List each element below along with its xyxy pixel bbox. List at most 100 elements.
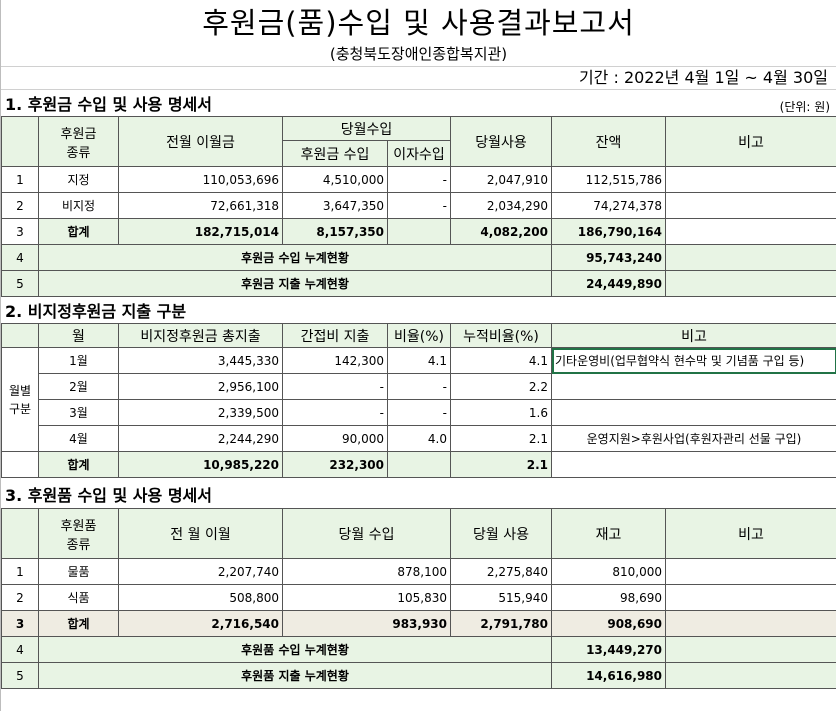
cell-note[interactable] [665,610,836,637]
header-cumulative-ratio[interactable]: 누적비율(%) [450,323,552,348]
cell-usage[interactable]: 2,275,840 [450,558,552,585]
cell-month[interactable]: 2월 [38,373,119,400]
cell-label[interactable]: 후원금 지출 누계현황 [38,270,552,297]
cell-note[interactable] [665,636,836,663]
cell-income[interactable]: 8,157,350 [282,218,388,245]
cell-no[interactable]: 1 [1,558,39,585]
cell-blank[interactable] [1,451,39,478]
header-note[interactable]: 비고 [665,116,836,167]
cell-prev[interactable]: 72,661,318 [118,192,283,219]
cell-cumulative[interactable]: 2.1 [450,451,552,478]
cell-value[interactable]: 13,449,270 [551,636,666,663]
cell-type[interactable]: 식품 [38,584,119,611]
cell-prev[interactable]: 2,716,540 [118,610,283,637]
header-usage[interactable]: 당월 사용 [450,508,552,559]
header-type[interactable]: 후원금 종류 [38,116,119,167]
cell-usage[interactable]: 515,940 [450,584,552,611]
cell-note[interactable] [551,451,836,478]
cell-note[interactable] [665,584,836,611]
cell-interest[interactable] [387,218,451,245]
cell-balance[interactable]: 74,274,378 [551,192,666,219]
cell-interest[interactable]: - [387,192,451,219]
cell-note[interactable] [665,192,836,219]
cell-ratio[interactable]: 4.0 [387,425,451,452]
cell-value[interactable]: 14,616,980 [551,662,666,689]
cell-note[interactable]: 운영지원>후원사업(후원자관리 선물 구입) [551,425,836,452]
cell-indirect[interactable]: - [282,399,388,426]
cell-indirect[interactable]: 90,000 [282,425,388,452]
cell-type[interactable]: 지정 [38,166,119,193]
header-donation-income[interactable]: 후원금 수입 [282,140,388,167]
cell-type[interactable]: 물품 [38,558,119,585]
cell-note[interactable] [665,270,836,297]
cell-income[interactable]: 3,647,350 [282,192,388,219]
cell-usage[interactable]: 2,034,290 [450,192,552,219]
cell-no[interactable]: 2 [1,192,39,219]
corner-cell[interactable] [1,323,39,348]
cell-usage[interactable]: 4,082,200 [450,218,552,245]
cell-total[interactable]: 2,956,100 [118,373,283,400]
cell-income[interactable]: 4,510,000 [282,166,388,193]
cell-indirect[interactable]: 232,300 [282,451,388,478]
cell-prev[interactable]: 2,207,740 [118,558,283,585]
cell-no[interactable]: 4 [1,636,39,663]
cell-total[interactable]: 3,445,330 [118,347,283,374]
cell-prev[interactable]: 508,800 [118,584,283,611]
corner-cell[interactable] [1,116,39,167]
cell-no[interactable]: 5 [1,662,39,689]
cell-note[interactable] [551,399,836,426]
cell-no[interactable]: 3 [1,610,39,637]
cell-note[interactable] [665,558,836,585]
cell-note-selected[interactable]: 기타운영비(업무협약식 현수막 및 기념품 구입 등) [551,347,836,374]
cell-note[interactable] [665,662,836,689]
cell-income[interactable]: 983,930 [282,610,451,637]
header-note[interactable]: 비고 [665,508,836,559]
header-indirect-expense[interactable]: 간접비 지출 [282,323,388,348]
cell-stock[interactable]: 98,690 [551,584,666,611]
cell-type[interactable]: 합계 [38,218,119,245]
cell-total[interactable]: 2,339,500 [118,399,283,426]
cell-value[interactable]: 95,743,240 [551,244,666,271]
header-prev[interactable]: 전월 이월금 [118,116,283,167]
cell-label[interactable]: 후원품 지출 누계현황 [38,662,552,689]
cell-no[interactable]: 1 [1,166,39,193]
cell-note[interactable] [665,166,836,193]
cell-usage[interactable]: 2,791,780 [450,610,552,637]
cell-cumulative[interactable]: 1.6 [450,399,552,426]
cell-indirect[interactable]: 142,300 [282,347,388,374]
cell-total[interactable]: 10,985,220 [118,451,283,478]
header-prev[interactable]: 전 월 이월 [118,508,283,559]
cell-cumulative[interactable]: 2.2 [450,373,552,400]
cell-no[interactable]: 2 [1,584,39,611]
cell-cumulative[interactable]: 4.1 [450,347,552,374]
cell-prev[interactable]: 182,715,014 [118,218,283,245]
cell-total[interactable]: 2,244,290 [118,425,283,452]
header-note[interactable]: 비고 [551,323,836,348]
cell-value[interactable]: 24,449,890 [551,270,666,297]
header-balance[interactable]: 잔액 [551,116,666,167]
cell-no[interactable]: 5 [1,270,39,297]
cell-ratio[interactable]: 4.1 [387,347,451,374]
cell-income[interactable]: 878,100 [282,558,451,585]
cell-income[interactable]: 105,830 [282,584,451,611]
cell-balance[interactable]: 112,515,786 [551,166,666,193]
cell-no[interactable]: 4 [1,244,39,271]
cell-month[interactable]: 3월 [38,399,119,426]
header-interest-income[interactable]: 이자수입 [387,140,451,167]
cell-stock[interactable]: 908,690 [551,610,666,637]
header-ratio[interactable]: 비율(%) [387,323,451,348]
cell-month[interactable]: 4월 [38,425,119,452]
header-month[interactable]: 월 [38,323,119,348]
monthly-side-label[interactable]: 월별 구분 [1,347,39,452]
cell-usage[interactable]: 2,047,910 [450,166,552,193]
cell-month[interactable]: 1월 [38,347,119,374]
cell-ratio[interactable] [387,451,451,478]
header-type[interactable]: 후원품 종류 [38,508,119,559]
header-current-income[interactable]: 당월수입 [282,116,451,141]
header-income[interactable]: 당월 수입 [282,508,451,559]
cell-indirect[interactable]: - [282,373,388,400]
cell-stock[interactable]: 810,000 [551,558,666,585]
cell-month[interactable]: 합계 [38,451,119,478]
cell-type[interactable]: 합계 [38,610,119,637]
cell-cumulative[interactable]: 2.1 [450,425,552,452]
